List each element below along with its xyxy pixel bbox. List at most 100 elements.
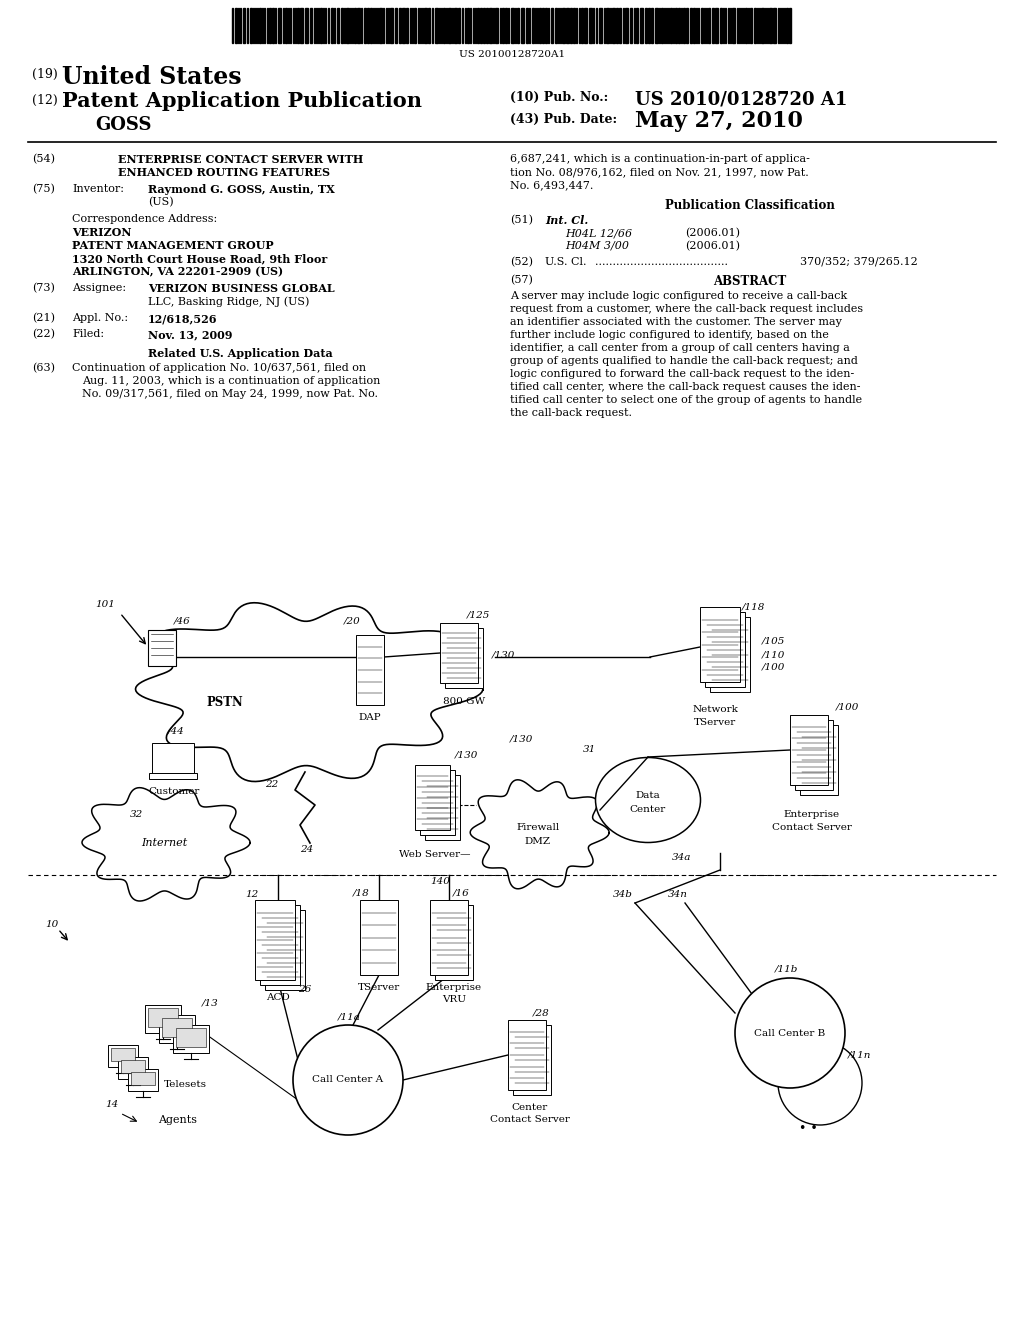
Bar: [152, 743, 194, 774]
Text: (10) Pub. No.:: (10) Pub. No.:: [510, 91, 608, 104]
Text: (12): (12): [32, 94, 57, 107]
Bar: [458, 8, 460, 44]
Text: /18: /18: [353, 888, 370, 898]
Bar: [678, 8, 680, 44]
Text: tion No. 08/976,162, filed on Nov. 21, 1997, now Pat.: tion No. 08/976,162, filed on Nov. 21, 1…: [510, 168, 809, 177]
Text: /110: /110: [762, 649, 785, 659]
Text: Nov. 13, 2009: Nov. 13, 2009: [148, 329, 232, 341]
Text: Customer: Customer: [148, 787, 200, 796]
Text: /20: /20: [344, 616, 360, 626]
Bar: [128, 1069, 158, 1092]
Bar: [606, 8, 609, 44]
Bar: [589, 8, 592, 44]
Bar: [686, 8, 688, 44]
Text: logic configured to forward the call-back request to the iden-: logic configured to forward the call-bac…: [510, 370, 854, 379]
Bar: [655, 8, 658, 44]
Text: (73): (73): [32, 282, 55, 293]
Text: Filed:: Filed:: [72, 329, 104, 339]
Text: 10: 10: [45, 920, 58, 929]
Text: Related U.S. Application Data: Related U.S. Application Data: [147, 348, 333, 359]
Text: Contact Server: Contact Server: [772, 822, 852, 832]
Bar: [440, 623, 478, 682]
Bar: [562, 8, 565, 44]
Bar: [584, 8, 587, 44]
Text: group of agents qualified to handle the call-back request; and: group of agents qualified to handle the …: [510, 356, 858, 366]
Text: H04L 12/66: H04L 12/66: [565, 228, 632, 238]
Bar: [769, 8, 772, 44]
Bar: [420, 770, 455, 836]
Bar: [260, 906, 300, 985]
Text: (54): (54): [32, 154, 55, 164]
Text: 6,687,241, which is a continuation-in-part of applica-: 6,687,241, which is a continuation-in-pa…: [510, 154, 810, 164]
Bar: [341, 8, 343, 44]
Bar: [651, 8, 653, 44]
Text: /11b: /11b: [775, 965, 799, 974]
Bar: [435, 906, 473, 979]
Text: Web Server—: Web Server—: [399, 850, 471, 859]
Bar: [428, 8, 430, 44]
Text: 12: 12: [245, 890, 258, 899]
Bar: [243, 8, 245, 44]
Bar: [356, 635, 384, 705]
Text: (57): (57): [510, 275, 532, 285]
Circle shape: [293, 1026, 403, 1135]
Bar: [640, 8, 643, 44]
Text: the call-back request.: the call-back request.: [510, 408, 632, 418]
Text: Agents: Agents: [159, 1115, 198, 1125]
Bar: [599, 8, 602, 44]
Bar: [700, 607, 740, 682]
Text: 22: 22: [265, 780, 279, 789]
Text: Correspondence Address:: Correspondence Address:: [72, 214, 217, 224]
Bar: [131, 1072, 155, 1085]
Bar: [790, 715, 828, 785]
Text: 31: 31: [583, 744, 596, 754]
Text: LLC, Basking Ridge, NJ (US): LLC, Basking Ridge, NJ (US): [148, 296, 309, 306]
Text: /100: /100: [836, 704, 859, 711]
Bar: [234, 8, 237, 44]
Bar: [683, 8, 685, 44]
Bar: [662, 8, 663, 44]
Text: (22): (22): [32, 329, 55, 339]
Bar: [118, 1057, 148, 1078]
Bar: [319, 8, 322, 44]
Text: United States: United States: [62, 65, 242, 88]
Text: 14: 14: [105, 1100, 118, 1109]
Bar: [486, 8, 488, 44]
Bar: [555, 8, 557, 44]
Bar: [259, 8, 261, 44]
Text: tified call center to select one of the group of agents to handle: tified call center to select one of the …: [510, 395, 862, 405]
Text: /44: /44: [168, 727, 184, 737]
Bar: [310, 8, 312, 44]
Text: 34n: 34n: [668, 890, 688, 899]
Text: 24: 24: [300, 845, 313, 854]
Bar: [750, 8, 752, 44]
Text: US 20100128720A1: US 20100128720A1: [459, 50, 565, 59]
Text: ARLINGTON, VA 22201-2909 (US): ARLINGTON, VA 22201-2909 (US): [72, 267, 283, 277]
Bar: [573, 8, 575, 44]
Bar: [148, 630, 176, 667]
Text: Assignee:: Assignee:: [72, 282, 126, 293]
Bar: [630, 8, 632, 44]
Circle shape: [778, 1041, 862, 1125]
Text: DAP: DAP: [358, 713, 381, 722]
Bar: [745, 8, 746, 44]
Text: /130: /130: [492, 649, 515, 659]
Bar: [786, 8, 788, 44]
Bar: [705, 612, 745, 686]
Bar: [612, 8, 615, 44]
Text: Center: Center: [630, 804, 667, 813]
Text: PATENT MANAGEMENT GROUP: PATENT MANAGEMENT GROUP: [72, 240, 273, 251]
Bar: [467, 8, 469, 44]
Text: (43) Pub. Date:: (43) Pub. Date:: [510, 114, 617, 125]
Text: US 2010/0128720 A1: US 2010/0128720 A1: [635, 91, 848, 110]
Bar: [415, 766, 450, 830]
Bar: [278, 8, 281, 44]
Text: Contact Server: Contact Server: [490, 1115, 570, 1125]
Bar: [670, 8, 672, 44]
Text: /16: /16: [453, 888, 470, 898]
Bar: [250, 8, 252, 44]
Bar: [701, 8, 703, 44]
Text: ENTERPRISE CONTACT SERVER WITH: ENTERPRISE CONTACT SERVER WITH: [118, 154, 364, 165]
Text: tified call center, where the call-back request causes the iden-: tified call center, where the call-back …: [510, 381, 860, 392]
Bar: [108, 1045, 138, 1067]
